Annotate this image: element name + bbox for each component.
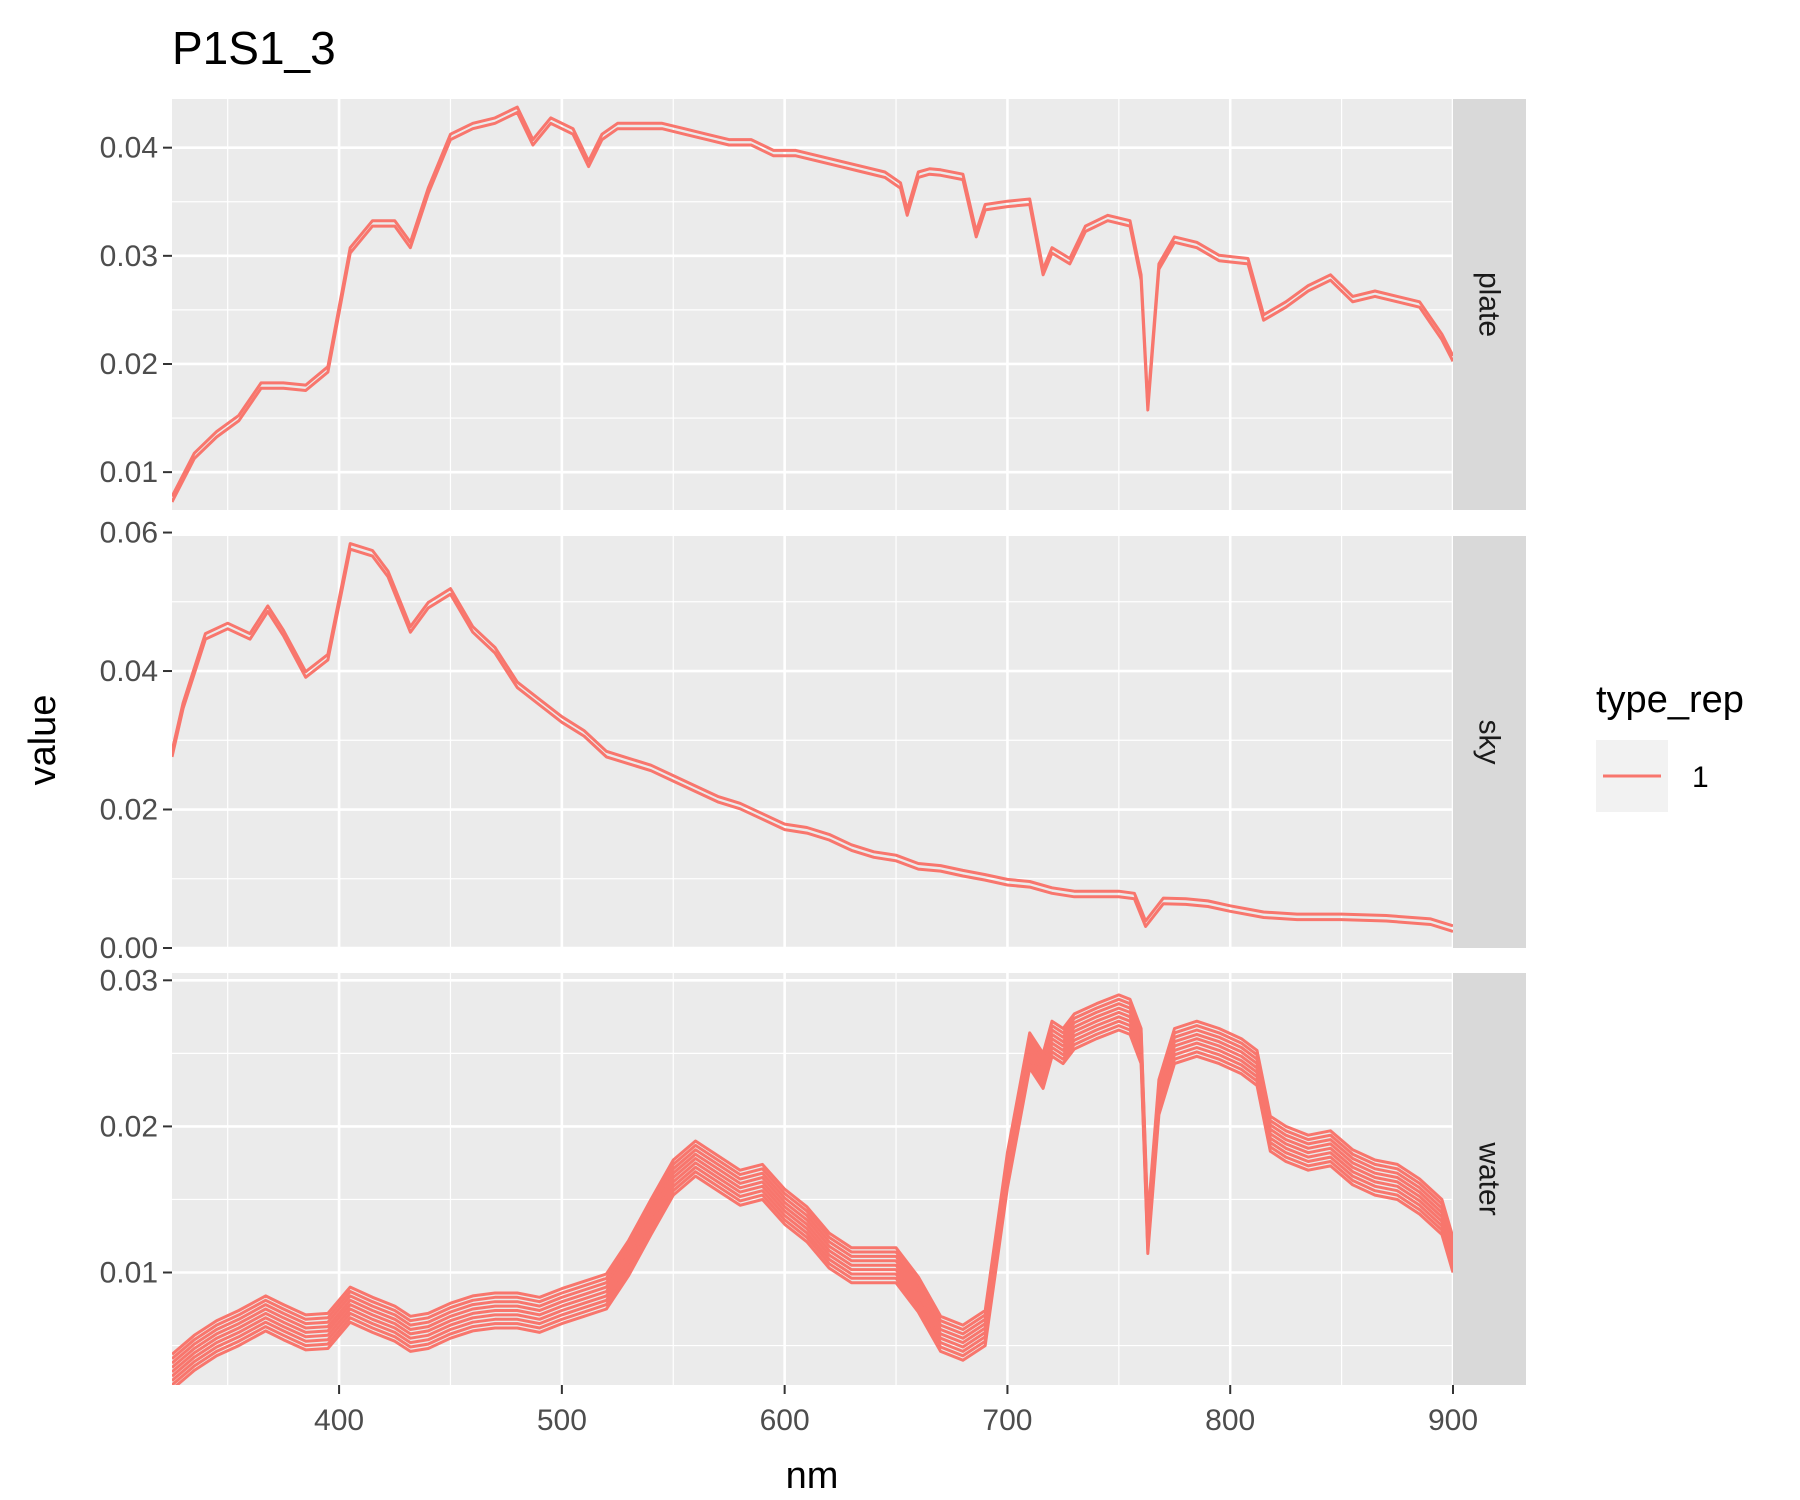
x-tick-label: 900: [1428, 1404, 1478, 1437]
legend: type_rep 1: [1596, 679, 1744, 812]
series-line-water-7: [172, 997, 1453, 1360]
x-tick-label: 600: [760, 1404, 810, 1437]
facet-strip-label: sky: [1473, 720, 1506, 765]
panel-water: 0.01 0.02 0.03 water: [100, 964, 1526, 1385]
y-tick-label: 0.02: [100, 1110, 158, 1143]
y-tick-label: 0.01: [100, 1257, 158, 1290]
y-tick-label: 0.01: [100, 456, 158, 489]
x-tick-label: 700: [982, 1404, 1032, 1437]
panel-background: [172, 536, 1453, 948]
series-line-sky-1: [172, 542, 1453, 928]
series-line-water-2: [172, 1019, 1453, 1382]
y-tick-label: 0.02: [100, 794, 158, 827]
chart-title: P1S1_3: [172, 22, 336, 74]
x-tick-label: 800: [1205, 1404, 1255, 1437]
series-lines: [172, 105, 1453, 503]
y-tick-label: 0.04: [100, 132, 158, 165]
x-tick-label: 500: [537, 1404, 587, 1437]
series-line-water-4: [172, 1010, 1453, 1374]
facet-strip-label: plate: [1473, 272, 1506, 337]
panel-background: [172, 99, 1453, 510]
y-tick-label: 0.03: [100, 240, 158, 273]
series-line-plate-1: [172, 105, 1453, 498]
y-tick-label: 0.03: [100, 964, 158, 997]
series-line-water-0: [174, 1028, 1453, 1385]
facet-strip: [1453, 99, 1526, 510]
facet-strip-label: water: [1473, 1141, 1506, 1215]
x-axis-title: nm: [786, 1455, 839, 1497]
series-line-water-1: [172, 1024, 1453, 1385]
y-axis-title: value: [22, 695, 64, 786]
x-tick-label: 400: [314, 1404, 364, 1437]
y-tick-label: 0.02: [100, 348, 158, 381]
legend-label-1: 1: [1692, 761, 1709, 794]
y-tick-label: 0.04: [100, 655, 158, 688]
panels: 0.01 0.02 0.03 0.04 plate 0.00 0.02 0.04 0.06 sky…: [100, 99, 1526, 1437]
series-lines: [172, 542, 1453, 933]
series-line-water-6: [172, 1002, 1453, 1365]
y-tick-label: 0.00: [100, 932, 158, 965]
panel-sky: 0.00 0.02 0.04 0.06 sky: [100, 517, 1526, 965]
y-tick-label: 0.06: [100, 517, 158, 550]
legend-title: type_rep: [1596, 679, 1744, 721]
series-line-plate-0: [172, 111, 1453, 503]
facet-strip: [1453, 536, 1526, 948]
series-line-water-3: [172, 1015, 1453, 1378]
series-line-water-5: [172, 1006, 1453, 1369]
series-line-water-8: [172, 993, 1453, 1356]
facet-strip: [1453, 973, 1526, 1385]
panel-plate: 0.01 0.02 0.03 0.04 plate: [100, 99, 1526, 510]
x-axis: 400 500 600 700 800 900: [314, 1385, 1478, 1437]
series-lines: [172, 993, 1453, 1385]
